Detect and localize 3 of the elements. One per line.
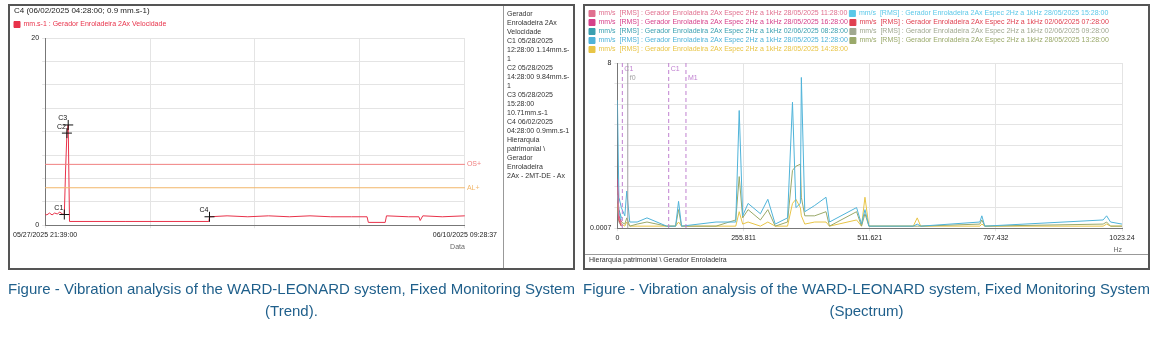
text: Figure - Vibration analysis of the WARD-LEONARD system, Fixed Monitoring System (Trend).: [8, 279, 575, 321]
text: Figure - Vibration analysis of the WARD-LEONARD system, Fixed Monitoring System (Spectrum): [583, 279, 1150, 321]
chart-subtitle: C4 (06/02/2025 04:28:00; 0.9 mm.s-1): [14, 6, 150, 15]
